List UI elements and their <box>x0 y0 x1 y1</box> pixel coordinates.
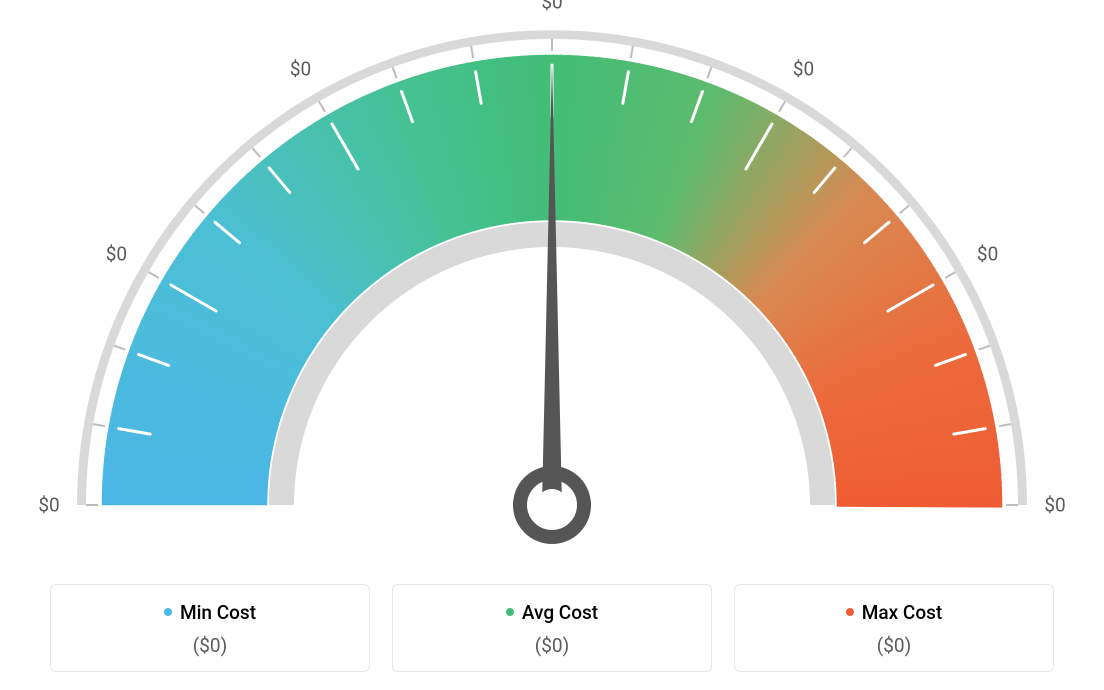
legend-label-max: Max Cost <box>745 601 1043 624</box>
legend-value-min: ($0) <box>61 634 359 657</box>
gauge-tick-label: $0 <box>977 242 998 265</box>
legend-label-min: Min Cost <box>61 601 359 624</box>
legend-label-avg: Avg Cost <box>403 601 701 624</box>
dot-icon <box>846 608 854 616</box>
legend-label-text: Avg Cost <box>522 601 598 624</box>
legend-card-min: Min Cost ($0) <box>50 584 370 672</box>
legend-card-avg: Avg Cost ($0) <box>392 584 712 672</box>
legend-row: Min Cost ($0) Avg Cost ($0) Max Cost ($0… <box>50 584 1054 672</box>
gauge-tick-label: $0 <box>106 242 127 265</box>
gauge-tick-label: $0 <box>38 494 59 517</box>
legend-card-max: Max Cost ($0) <box>734 584 1054 672</box>
dot-icon <box>164 608 172 616</box>
dot-icon <box>506 608 514 616</box>
gauge-tick-label: $0 <box>1044 494 1065 517</box>
gauge-tick-label: $0 <box>541 0 562 14</box>
gauge-chart: $0 $0 $0 $0 $0 $0 $0 <box>0 0 1104 560</box>
legend-label-text: Min Cost <box>180 601 256 624</box>
legend-value-avg: ($0) <box>403 634 701 657</box>
legend-value-max: ($0) <box>745 634 1043 657</box>
gauge-tick-label: $0 <box>793 58 814 81</box>
gauge-tick-label: $0 <box>290 58 311 81</box>
legend-label-text: Max Cost <box>862 601 942 624</box>
cost-gauge-widget: $0 $0 $0 $0 $0 $0 $0 Min Cost ($0) Avg Cost ($… <box>0 0 1104 690</box>
